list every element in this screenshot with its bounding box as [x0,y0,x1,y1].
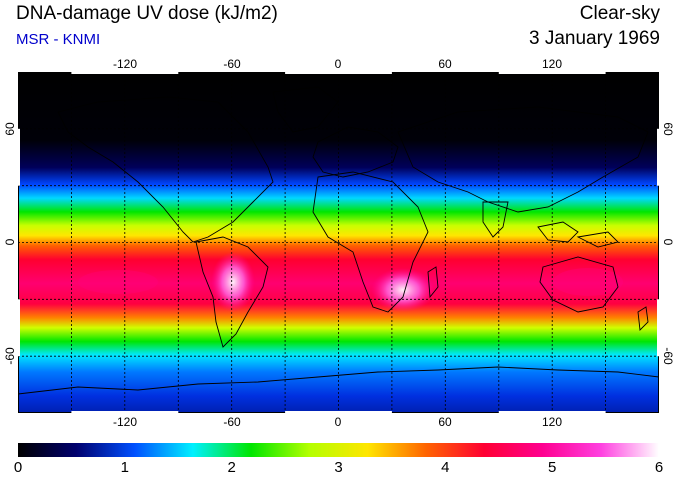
colorbar-tick-1: 1 [120,459,129,476]
lon-tick-top-1: -120 [112,57,138,71]
colorbar-tick-5: 5 [548,459,557,476]
lat-tick-left-3: -60 [3,347,17,365]
colorbar-tick-0: 0 [13,459,23,476]
uv-dose-map [18,72,659,413]
sky-condition-label: Clear-sky [579,3,660,24]
uv-dose-map-graphic [18,72,659,413]
lat-tick-right-2: 0 [661,238,675,246]
lon-tick-top-2: -60 [223,57,241,71]
lat-tick-left-1: 60 [3,122,17,136]
lon-tick-bottom-1: -120 [112,415,138,429]
lat-tick-left-2: 0 [3,238,17,246]
lat-tick-right-1: 60 [661,122,675,136]
lon-tick-top-4: 60 [438,57,452,71]
map-title: DNA-damage UV dose (kJ/m2) [16,3,278,24]
date-label: 3 January 1969 [529,28,660,49]
lon-tick-bottom-5: 120 [541,415,563,429]
source-label: MSR - KNMI [16,31,101,48]
colorbar-tick-2: 2 [227,459,236,476]
lon-tick-bottom-3: 0 [334,415,342,429]
colorbar-tick-6: 6 [654,459,664,476]
lon-tick-bottom-4: 60 [438,415,452,429]
colorbar-tick-3: 3 [334,459,343,476]
colorbar-tick-4: 4 [441,459,450,476]
colorbar [18,443,659,457]
lon-tick-top-5: 120 [541,57,563,71]
lat-tick-right-3: -60 [661,347,675,365]
lon-tick-top-3: 0 [334,57,342,71]
lon-tick-bottom-2: -60 [223,415,241,429]
